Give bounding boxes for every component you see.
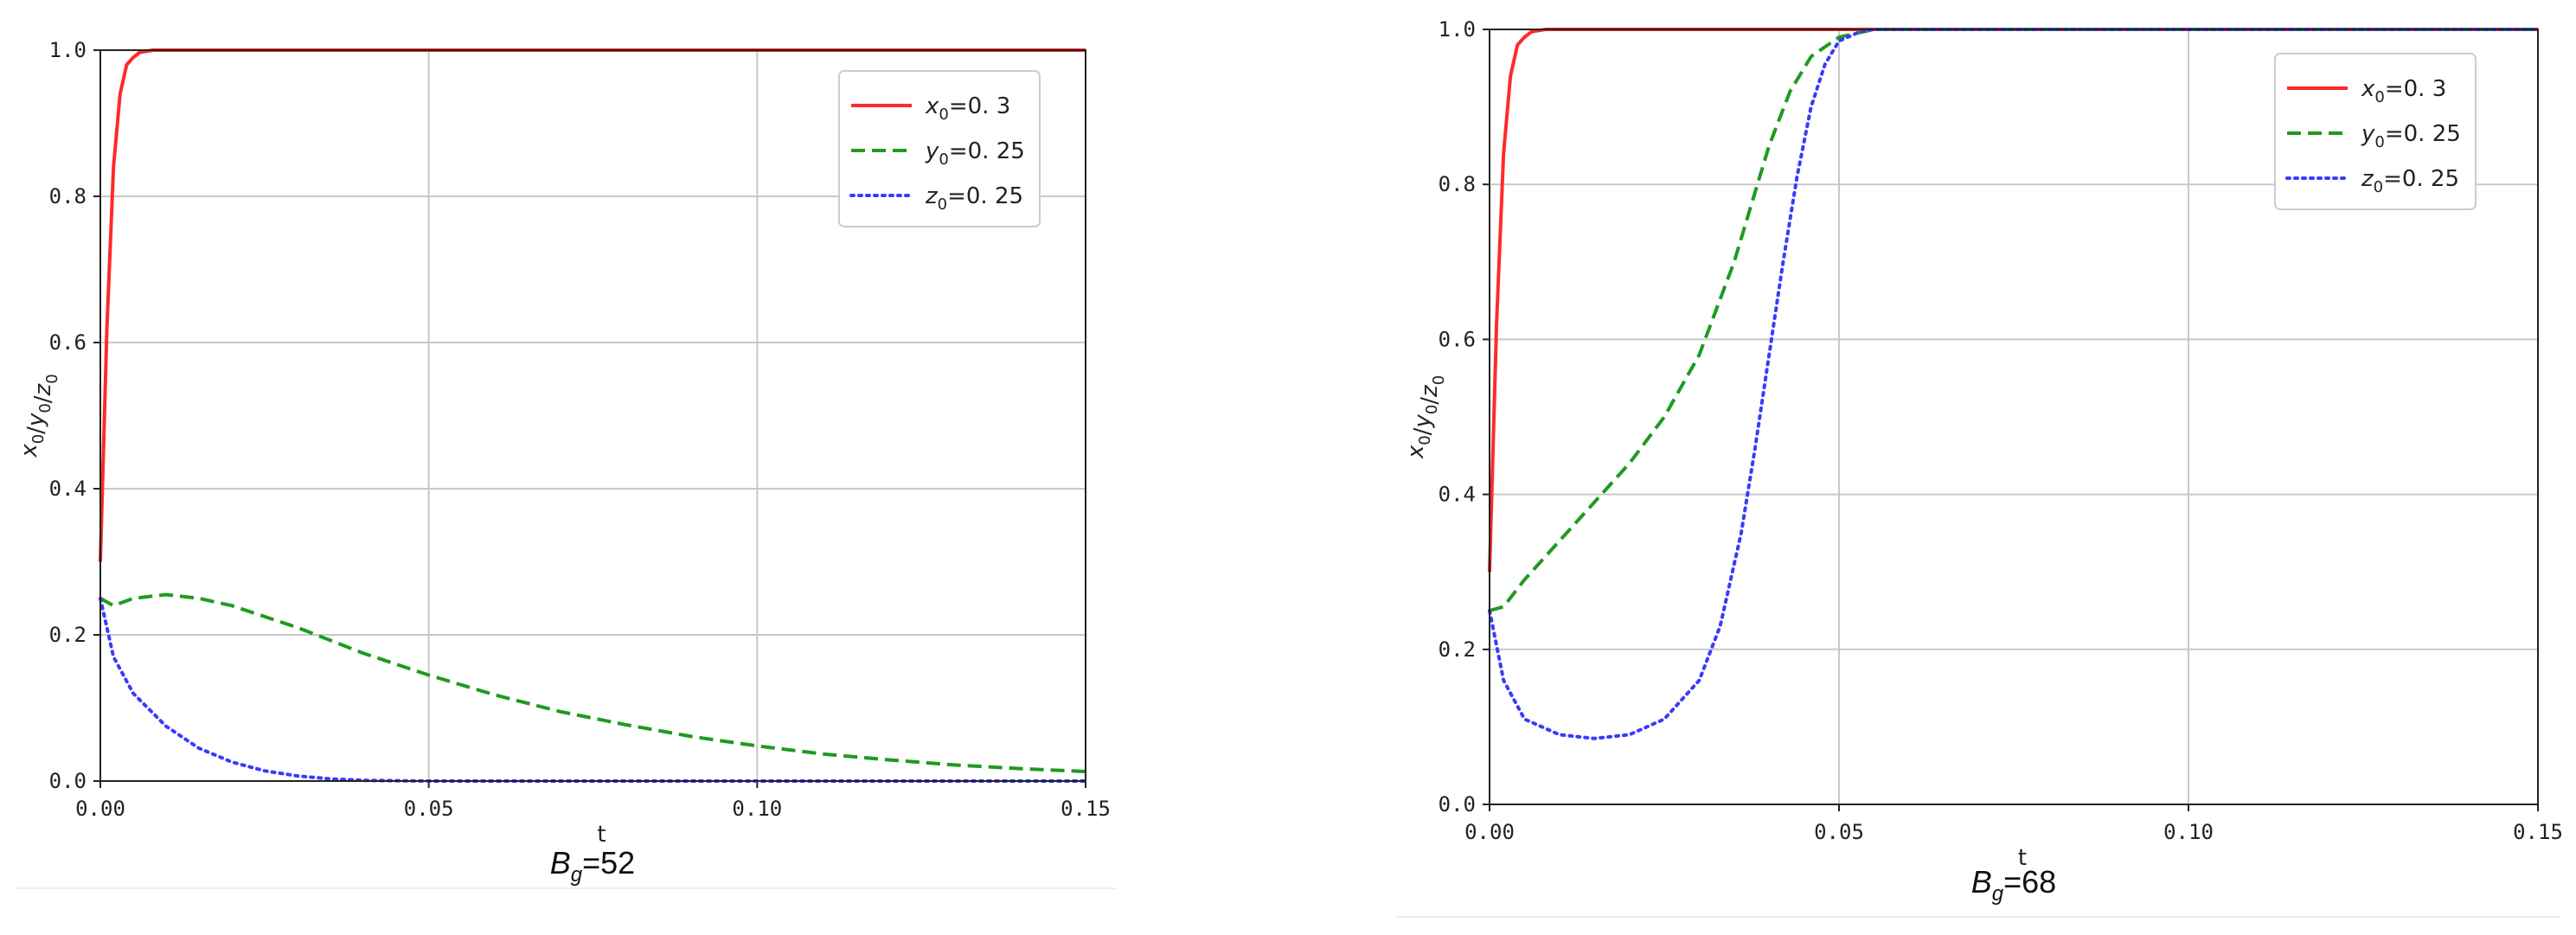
legend-box	[2274, 53, 2477, 210]
x-axis-label: t	[2018, 845, 2027, 871]
legend: x0=0. 3 y0=0. 25 z0=0. 25	[838, 70, 1041, 227]
legend-label-y: y0=0. 25	[925, 138, 1025, 169]
x-tick-label: 0.00	[1464, 820, 1515, 844]
x-axis-label: t	[597, 822, 606, 848]
x-tick-label: 0.10	[732, 797, 782, 821]
legend: x0=0. 3 y0=0. 25 z0=0. 25	[2274, 53, 2477, 210]
plot-frame	[99, 49, 1086, 782]
chart-bg-52: 0.00 0.05 0.10 0.15 0.0 0.2 0.4 0.6 0.8 1.0 t x0/y0…	[16, 38, 1116, 889]
legend-label-x: x0=0. 3	[925, 93, 1010, 124]
chart-caption: Bg=68	[1971, 864, 2056, 906]
legend-box	[838, 70, 1041, 227]
series-line-y	[99, 592, 1086, 773]
y-tick-label: 0.0	[49, 769, 87, 793]
y-tick-label: 1.0	[1439, 17, 1476, 42]
y-tick-label: 0.2	[49, 623, 87, 647]
y-tick-label: 0.8	[1439, 172, 1476, 196]
x-tick-label: 0.05	[404, 797, 454, 821]
x-tick-label: 0.00	[75, 797, 125, 821]
y-tick-label: 0.8	[49, 184, 87, 208]
series-line-z	[99, 596, 1087, 783]
x-tick-label: 0.05	[1814, 820, 1864, 844]
y-axis-label: x0/y0/z0	[1403, 375, 1448, 459]
series-line-y	[1489, 28, 2538, 612]
legend-label-z: z0=0. 25	[2361, 166, 2459, 196]
y-tick-label: 0.6	[49, 330, 87, 355]
y-tick-label: 0.0	[1439, 792, 1476, 817]
series-line-z	[1488, 28, 2540, 740]
legend-label-z: z0=0. 25	[925, 183, 1023, 214]
legend-label-x: x0=0. 3	[2361, 76, 2446, 106]
x-tick-label: 0.15	[2513, 820, 2563, 844]
legend-label-y: y0=0. 25	[2361, 121, 2461, 151]
y-tick-label: 0.6	[1439, 327, 1476, 351]
y-axis-label: x0/y0/z0	[16, 374, 61, 458]
y-tick-label: 0.4	[1439, 483, 1476, 507]
chart-bg-68: 0.00 0.05 0.10 0.15 0.0 0.2 0.4 0.6 0.8 1.0 t x0/y0…	[1397, 17, 2563, 918]
x-tick-label: 0.10	[2163, 820, 2214, 844]
y-tick-label: 0.4	[49, 477, 87, 501]
y-tick-label: 1.0	[49, 38, 87, 62]
y-tick-label: 0.2	[1439, 637, 1476, 662]
chart-caption: Bg=52	[550, 845, 635, 887]
plot-frame	[1489, 29, 2539, 805]
x-tick-label: 0.15	[1061, 797, 1111, 821]
